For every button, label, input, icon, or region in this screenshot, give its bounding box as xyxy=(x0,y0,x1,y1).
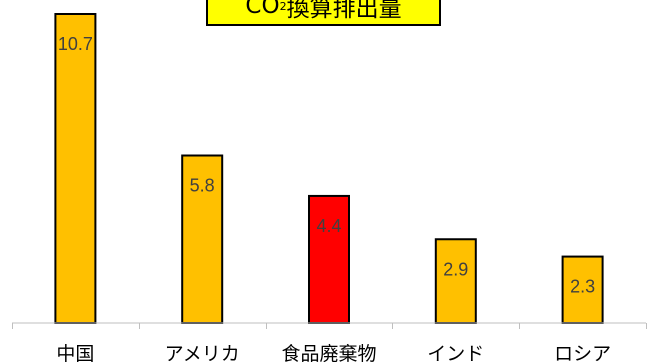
category-label-4: インド xyxy=(427,343,484,364)
bar-3 xyxy=(308,194,350,325)
bar-value-label-4: 2.9 xyxy=(443,259,468,279)
bar-value-label-5: 2.3 xyxy=(570,277,595,297)
bar-2 xyxy=(181,154,224,324)
x-axis xyxy=(12,322,647,329)
category-label-1: 中国 xyxy=(56,343,94,364)
chart-title-rest: 換算排出量 xyxy=(286,0,402,22)
bar-4 xyxy=(434,238,477,324)
bar-value-label-2: 5.8 xyxy=(190,176,215,196)
labels-layer: 10.7 中国 5.8 アメリカ 4.4 食品廃棄物 2.9 インド 2.3 ロシア xyxy=(56,34,611,364)
chart-title: CO 2 換算排出量 xyxy=(206,0,441,26)
bar-1 xyxy=(54,13,97,324)
chart-title-subscript: 2 xyxy=(279,0,287,13)
category-label-3: 食品廃棄物 xyxy=(281,343,376,364)
chart-title-main: CO xyxy=(245,0,280,19)
bar-value-label-1: 10.7 xyxy=(58,34,93,54)
category-label-2: アメリカ xyxy=(165,343,240,364)
bars-layer xyxy=(54,13,604,325)
bar-value-label-3: 4.4 xyxy=(316,216,341,236)
category-label-5: ロシア xyxy=(554,343,611,364)
